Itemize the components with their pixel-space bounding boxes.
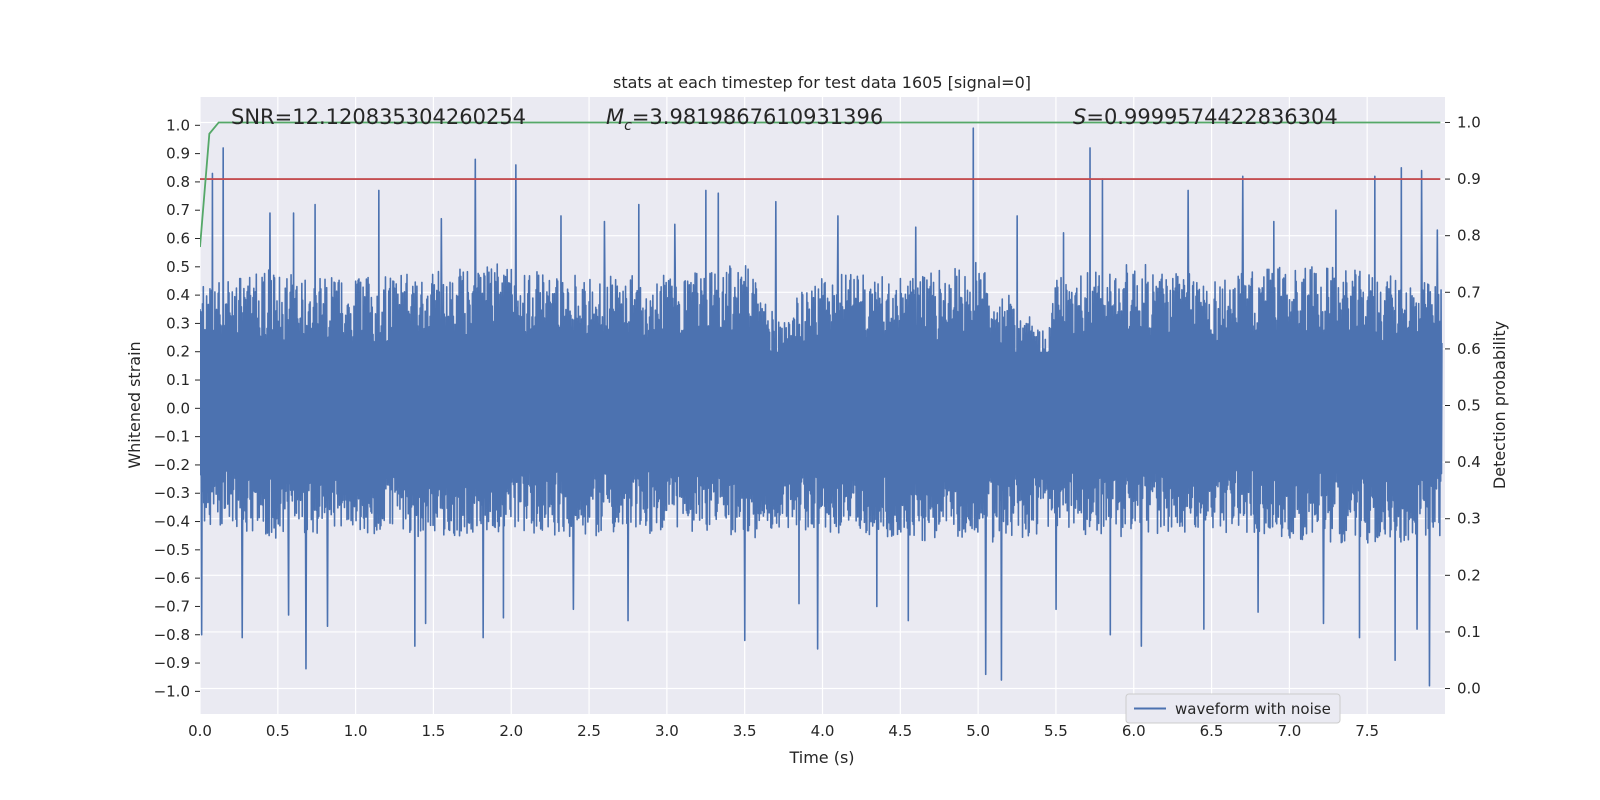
y-tick-label: −0.8 <box>154 626 190 644</box>
chirp-mass-symbol: M <box>606 105 624 129</box>
y-tick-label: −0.3 <box>154 484 190 502</box>
y-axis-label: Whitened strain <box>125 341 144 468</box>
x-tick-label: 5.5 <box>1044 722 1068 740</box>
y-tick-label: 0.6 <box>166 230 190 248</box>
y2-axis-label: Detection probability <box>1490 321 1509 489</box>
y2-tick-label: 0.3 <box>1457 510 1481 528</box>
y-tick-label: 0.5 <box>166 258 190 276</box>
y-tick-label: 0.0 <box>166 399 190 417</box>
x-tick-label: 4.0 <box>811 722 835 740</box>
s-symbol: S <box>1073 105 1086 129</box>
chirp-mass-value: =3.9819867610931396 <box>632 105 883 129</box>
snr-annotation: SNR=12.120835304260254 <box>231 105 526 129</box>
y-tick-label: 0.3 <box>166 314 190 332</box>
y2-tick-label: 0.4 <box>1457 453 1481 471</box>
y-tick-label: 0.8 <box>166 173 190 191</box>
s-value: =0.9999574422836304 <box>1086 105 1337 129</box>
x-tick-label: 2.5 <box>577 722 601 740</box>
y2-tick-label: 0.1 <box>1457 623 1481 641</box>
y2-tick-label: 1.0 <box>1457 113 1481 131</box>
y-tick-label: 0.4 <box>166 286 190 304</box>
y2-tick-label: 0.8 <box>1457 227 1481 245</box>
waveform-line <box>200 127 1443 687</box>
x-tick-label: 7.5 <box>1355 722 1379 740</box>
y2-tick-label: 0.6 <box>1457 340 1481 358</box>
y2-tick-label: 0.5 <box>1457 397 1481 415</box>
x-tick-label: 4.5 <box>888 722 912 740</box>
y2-tick-label: 0.0 <box>1457 680 1481 698</box>
x-tick-label: 3.5 <box>733 722 757 740</box>
legend: waveform with noise <box>1125 693 1341 724</box>
y-tick-label: −0.5 <box>154 541 190 559</box>
y-tick-label: −0.4 <box>154 513 190 531</box>
y-tick-label: 0.9 <box>166 145 190 163</box>
y-tick-label: 1.0 <box>166 116 190 134</box>
y-tick-label: −0.1 <box>154 428 190 446</box>
s-annotation: S=0.9999574422836304 <box>1073 105 1338 129</box>
legend-box <box>1125 693 1341 724</box>
legend-label-waveform: waveform with noise <box>1175 700 1331 718</box>
x-tick-label: 1.0 <box>344 722 368 740</box>
y-tick-label: −0.9 <box>154 654 190 672</box>
x-tick-label: 5.0 <box>966 722 990 740</box>
x-axis-label: Time (s) <box>788 748 854 767</box>
y2-tick-label: 0.2 <box>1457 566 1481 584</box>
x-tick-label: 6.0 <box>1122 722 1146 740</box>
y-tick-label: 0.1 <box>166 371 190 389</box>
y-tick-label: −1.0 <box>154 682 190 700</box>
chart-title: stats at each timestep for test data 160… <box>613 73 1031 92</box>
x-tick-label: 6.5 <box>1200 722 1224 740</box>
x-tick-label: 0.0 <box>188 722 212 740</box>
x-tick-label: 3.0 <box>655 722 679 740</box>
y2-tick-label: 0.9 <box>1457 170 1481 188</box>
y-tick-label: 0.7 <box>166 201 190 219</box>
data-layer <box>200 121 1443 687</box>
y-tick-label: −0.2 <box>154 456 190 474</box>
y-tick-label: −0.7 <box>154 597 190 615</box>
y-tick-label: −0.6 <box>154 569 190 587</box>
x-tick-label: 0.5 <box>266 722 290 740</box>
detection-probability-line <box>200 121 1441 248</box>
x-tick-label: 1.5 <box>422 722 446 740</box>
x-tick-label: 2.0 <box>499 722 523 740</box>
y2-tick-label: 0.7 <box>1457 283 1481 301</box>
x-tick-label: 7.0 <box>1277 722 1301 740</box>
chirp-mass-annotation: Mc=3.9819867610931396 <box>606 105 883 134</box>
axes: 0.0 0.5 1.0 1.5 2.0 2.5 3.0 3.5 4.0 4.5 5.0 5.5 6.0 6… <box>154 113 1481 740</box>
chirp-mass-subscript: c <box>624 118 632 134</box>
y-tick-label: 0.2 <box>166 343 190 361</box>
